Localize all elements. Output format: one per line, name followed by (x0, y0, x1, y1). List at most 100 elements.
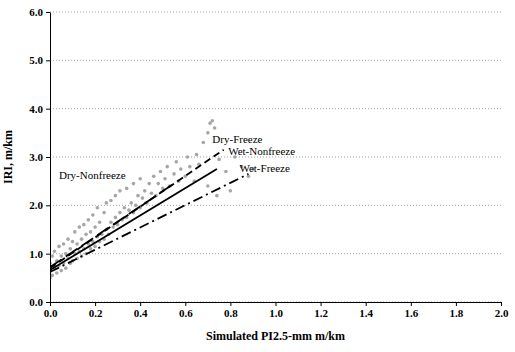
tick: 0.6 (179, 302, 193, 319)
point (59, 269, 63, 273)
point (93, 225, 97, 229)
tick-mark (46, 109, 50, 110)
tick-mark (456, 302, 457, 306)
tick: 4.0 (29, 103, 50, 115)
point (147, 182, 151, 186)
grid-line (50, 60, 501, 61)
point (159, 170, 163, 174)
tick-label: 0.0 (29, 296, 43, 308)
point (229, 189, 233, 193)
tick: 0.0 (44, 302, 58, 319)
tick: 1.0 (269, 302, 283, 319)
point (62, 242, 66, 246)
annotation: Dry-Freeze (212, 133, 262, 145)
point (211, 119, 215, 123)
point (73, 230, 77, 234)
tick: 2.0 (29, 199, 50, 211)
grid (50, 12, 501, 302)
point (213, 126, 217, 130)
point (118, 189, 122, 193)
point (134, 204, 138, 208)
point (186, 155, 190, 159)
grid-line (50, 253, 501, 254)
point (53, 249, 57, 253)
tick-label: 5.0 (29, 54, 43, 66)
tick-mark (140, 302, 141, 306)
point (114, 216, 118, 220)
grid-line (50, 157, 501, 158)
tick-label: 0.6 (179, 307, 193, 319)
point (75, 242, 79, 246)
point (202, 141, 206, 145)
point (247, 175, 251, 179)
tick-mark (185, 302, 186, 306)
point (118, 211, 122, 215)
point (98, 220, 102, 224)
axis-line (50, 13, 51, 303)
tick: 1.4 (359, 302, 373, 319)
point (87, 218, 91, 222)
point (109, 220, 113, 224)
point (138, 177, 142, 181)
point (114, 194, 118, 198)
tick-mark (46, 60, 50, 61)
point (84, 233, 88, 237)
tick: 1.2 (314, 302, 328, 319)
point (80, 237, 84, 241)
annotation: Wet-Freeze (239, 162, 290, 174)
tick: 1.8 (450, 302, 464, 319)
point (68, 247, 72, 251)
point (179, 167, 183, 171)
tick-mark (50, 302, 51, 306)
annotation: Wet-Nonfreeze (228, 145, 295, 157)
point (129, 201, 133, 205)
tick-mark (501, 302, 502, 306)
point (109, 199, 113, 203)
tick-mark (46, 302, 50, 303)
tick-mark (46, 205, 50, 206)
regression-line (50, 169, 217, 270)
tick: 0.4 (134, 302, 148, 319)
tick-mark (46, 157, 50, 158)
point (156, 182, 160, 186)
point (224, 170, 228, 174)
point (152, 175, 156, 179)
tick: 2.0 (495, 302, 509, 319)
point (89, 247, 93, 251)
point (102, 211, 106, 215)
point (172, 172, 176, 176)
tick-mark (411, 302, 412, 306)
annotation: Dry-Nonfreeze (59, 169, 126, 181)
tick: 6.0 (29, 6, 50, 18)
regression-line (50, 174, 248, 272)
tick: 3.0 (29, 151, 50, 163)
point (57, 245, 61, 249)
tick-label: 6.0 (29, 6, 43, 18)
point (132, 182, 136, 186)
point (215, 194, 219, 198)
tick-label: 1.0 (29, 248, 43, 260)
grid-line (50, 205, 501, 206)
chart: 0.00.20.40.60.81.01.21.41.61.82.00.01.02… (0, 0, 515, 352)
point (163, 177, 167, 181)
tick-label: 0.4 (134, 307, 148, 319)
point (59, 254, 63, 258)
point (174, 160, 178, 164)
y-axis-title: IRI, m/km (1, 130, 15, 184)
tick-label: 4.0 (29, 103, 43, 115)
tick-mark (321, 302, 322, 306)
regression-line (50, 150, 224, 268)
point (217, 158, 221, 162)
tick-mark (276, 302, 277, 306)
point (93, 245, 97, 249)
tick-label: 1.4 (359, 307, 373, 319)
point (123, 206, 127, 210)
point (150, 191, 154, 195)
point (96, 206, 100, 210)
grid-line (50, 12, 501, 13)
point (111, 225, 115, 229)
point (143, 189, 147, 193)
tick: 0.8 (224, 302, 238, 319)
point (188, 165, 192, 169)
tick-label: 1.0 (269, 307, 283, 319)
